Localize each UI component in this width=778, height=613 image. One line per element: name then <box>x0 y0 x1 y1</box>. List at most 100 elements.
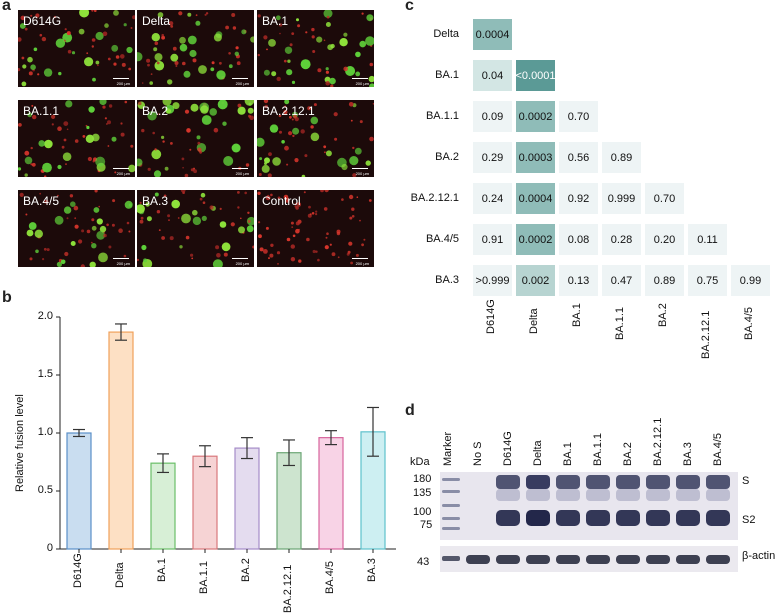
micro-image-delta: Delta 200 µm <box>137 10 254 87</box>
matrix-cell: 0.56 <box>559 142 598 173</box>
error-bar <box>241 437 253 460</box>
matrix-cell: 0.89 <box>602 142 641 173</box>
matrix-cell: 0.92 <box>559 183 598 214</box>
fusion-bar-chart <box>56 316 396 553</box>
scale-bar <box>232 78 248 79</box>
matrix-row-label: Delta <box>433 28 459 40</box>
matrix-row-label: BA.2.12.1 <box>410 192 459 204</box>
actin-band <box>676 555 700 564</box>
actin-band <box>526 555 550 564</box>
micro-image-ba-3: BA.3 200 µm <box>137 190 254 267</box>
matrix-cell: 0.20 <box>645 224 684 255</box>
bar <box>360 431 386 550</box>
marker-band <box>442 490 460 493</box>
actin-band <box>496 555 520 564</box>
matrix-cell: 0.08 <box>559 224 598 255</box>
bar <box>192 455 218 550</box>
error-bar <box>325 430 337 446</box>
scale-bar-label: 200 µm <box>116 261 130 266</box>
matrix-cell: 0.91 <box>473 224 512 255</box>
scale-bar <box>232 258 248 259</box>
matrix-cell: 0.29 <box>473 142 512 173</box>
panel-letter-c: c <box>405 0 414 14</box>
blot-lower <box>440 546 738 572</box>
lane-label: BA.2.12.1 <box>652 417 664 466</box>
bar <box>108 331 134 550</box>
marker-75: 75 <box>420 519 433 531</box>
sample-lane <box>706 475 730 526</box>
matrix-cell: 0.0002 <box>516 101 555 132</box>
error-bar <box>199 445 211 468</box>
actin-band <box>586 555 610 564</box>
micro-label: BA.2.12.1 <box>262 104 315 118</box>
matrix-cell: >0.999 <box>473 265 512 296</box>
panel-letter-d: d <box>405 402 415 419</box>
matrix-col-label: Delta <box>528 307 540 334</box>
scale-bar <box>352 168 368 169</box>
matrix-row-label: BA.2 <box>435 151 459 163</box>
scale-bar-label: 200 µm <box>355 81 369 86</box>
matrix-cell: <0.0001 <box>515 60 556 91</box>
matrix-col-label: BA.2 <box>657 303 669 328</box>
matrix-cell: 0.24 <box>473 183 512 214</box>
actin-band <box>646 555 670 564</box>
y-tick-label: 0.5 <box>37 484 53 496</box>
matrix-col-label: BA.1 <box>571 303 583 328</box>
matrix-cell: 0.0002 <box>516 224 555 255</box>
matrix-col-label: D614G <box>485 298 497 334</box>
actin-band <box>466 555 490 564</box>
x-tick-label: BA.1.1 <box>198 561 210 595</box>
error-bar <box>367 406 379 457</box>
band-label-actin: β-actin <box>742 550 776 562</box>
matrix-cell: 0.09 <box>473 101 512 132</box>
sample-lane <box>496 475 520 526</box>
y-tick-label: 1.5 <box>37 368 53 380</box>
matrix-cell: 0.0004 <box>473 19 512 50</box>
lane-label: BA.4/5 <box>712 432 724 466</box>
marker-band <box>442 504 460 507</box>
scale-bar-label: 200 µm <box>235 81 249 86</box>
micro-image-ba-1-1: BA.1.1 200 µm <box>18 100 135 177</box>
micro-label: BA.2 <box>142 104 169 118</box>
sample-lane <box>556 475 580 526</box>
scale-bar <box>113 258 129 259</box>
marker-band <box>442 527 460 530</box>
bar <box>318 437 344 550</box>
matrix-cell: 0.13 <box>559 265 598 296</box>
micro-image-ba-2-12-1: BA.2.12.1 200 µm <box>257 100 374 177</box>
micro-label: BA.4/5 <box>23 194 60 208</box>
x-tick-label: BA.2.12.1 <box>282 564 294 613</box>
scale-bar-label: 200 µm <box>116 171 130 176</box>
scale-bar <box>113 168 129 169</box>
scale-bar <box>232 168 248 169</box>
lane-label: BA.3 <box>682 442 694 466</box>
scale-bar <box>352 258 368 259</box>
lane-label: Delta <box>532 440 544 466</box>
micro-label: D614G <box>23 14 62 28</box>
sample-lane <box>676 475 700 526</box>
error-bar <box>283 439 295 467</box>
panel-letter-a: a <box>2 0 11 14</box>
x-tick-label: BA.4/5 <box>324 561 336 595</box>
x-tick-label: Delta <box>114 562 126 588</box>
micro-label: Control <box>262 194 301 208</box>
micro-label: BA.1 <box>262 14 289 28</box>
marker-band <box>442 556 460 561</box>
lane-label: BA.1 <box>562 442 574 466</box>
micro-label: Delta <box>142 14 171 28</box>
lane-label: No S <box>472 441 484 466</box>
scale-bar <box>113 78 129 79</box>
matrix-cell: 0.47 <box>602 265 641 296</box>
bar <box>234 447 260 550</box>
matrix-col-label: BA.1.1 <box>614 306 626 340</box>
marker-band <box>442 517 460 520</box>
matrix-col-label: BA.2.12.1 <box>700 310 712 359</box>
panel-letter-b: b <box>2 289 12 306</box>
y-axis-label: Relative fusion level <box>14 394 26 492</box>
matrix-row-label: BA.1.1 <box>425 110 459 122</box>
blot-upper <box>440 472 738 540</box>
y-tick-label: 0 <box>46 542 53 554</box>
matrix-cell: 0.89 <box>645 265 684 296</box>
y-tick-label: 2.0 <box>37 310 53 322</box>
matrix-row-label: BA.4/5 <box>425 233 459 245</box>
